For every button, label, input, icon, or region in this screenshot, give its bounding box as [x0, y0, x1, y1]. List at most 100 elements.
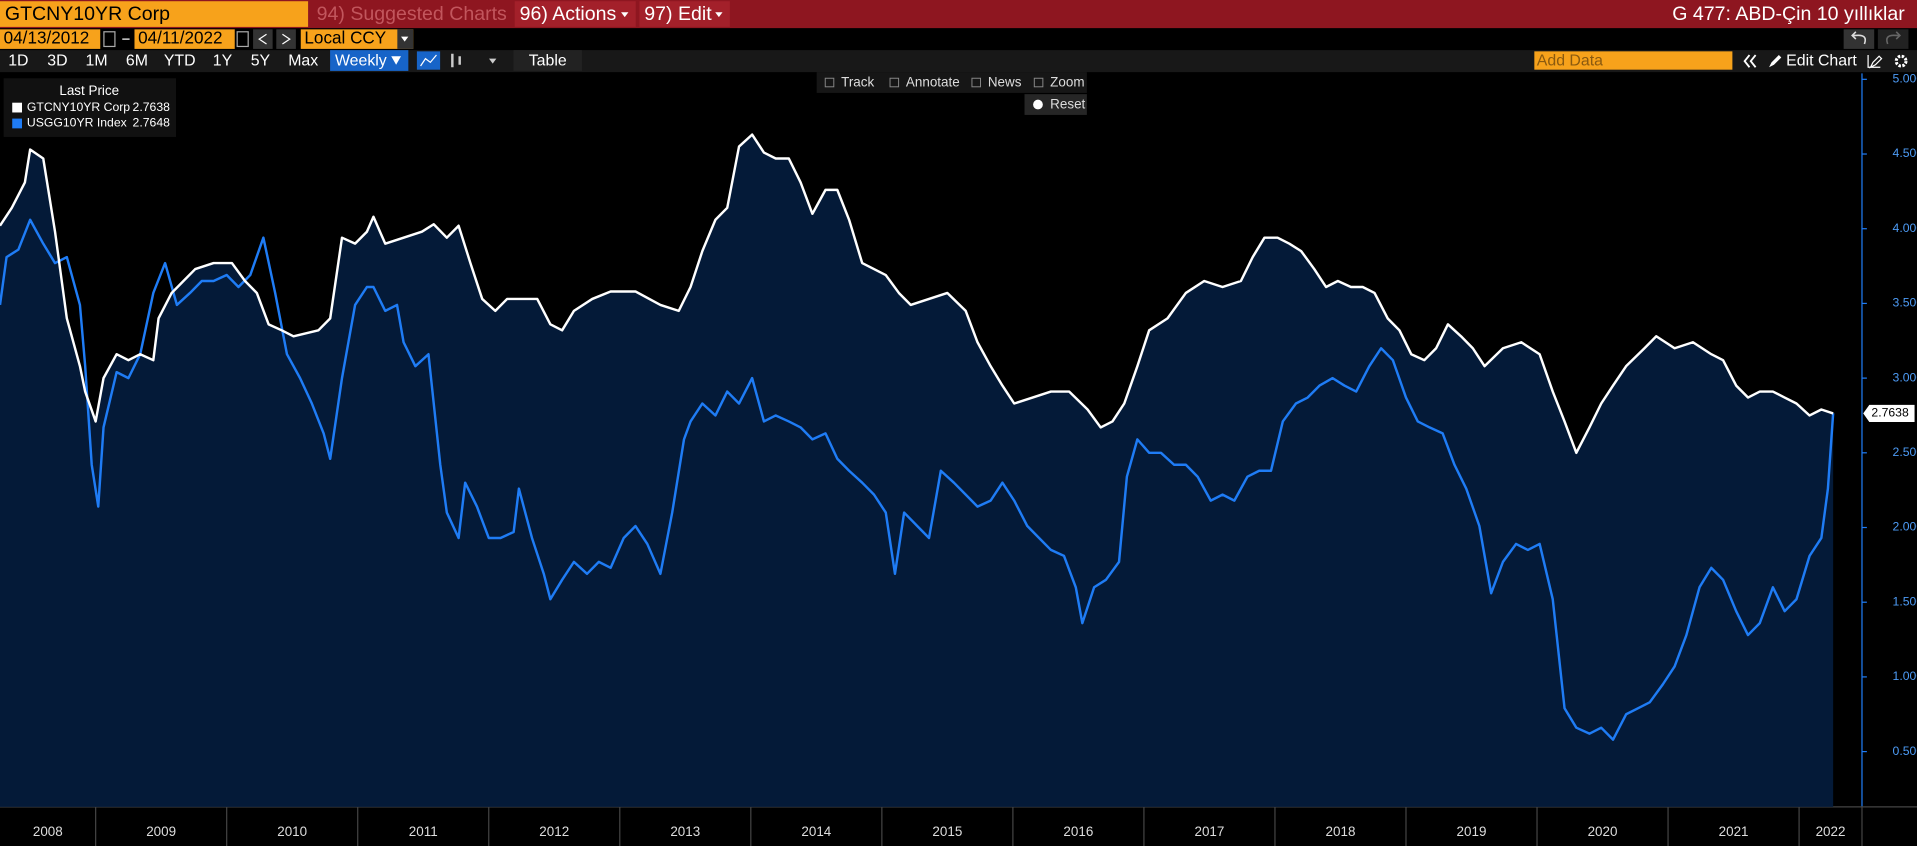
x-tick-label: 2017 — [1194, 824, 1224, 839]
period-button[interactable]: YTD — [164, 52, 196, 69]
dropdown-arrow — [401, 36, 409, 42]
legend-value: 2.7638 — [133, 100, 171, 114]
end-date[interactable]: 04/11/2022 — [138, 29, 222, 48]
line-icon — [420, 54, 437, 67]
tool-icon — [971, 77, 981, 88]
y-tick-label: 1.0000 — [1893, 669, 1917, 683]
dropdown-arrow — [391, 56, 402, 65]
period-button[interactable]: 1M — [86, 52, 108, 69]
prev-button[interactable] — [253, 29, 273, 49]
y-tick-label: 0.5000 — [1893, 744, 1917, 758]
edit-icon[interactable] — [1867, 55, 1883, 69]
x-tick-label: 2016 — [1063, 824, 1093, 839]
actions[interactable]: 96) Actions — [520, 3, 617, 25]
tool-button[interactable]: Annotate — [906, 75, 960, 90]
series-area — [0, 134, 1834, 807]
x-tick-label: 2019 — [1457, 824, 1487, 839]
tool-button[interactable]: Track — [841, 75, 874, 90]
period-button[interactable]: Max — [288, 52, 318, 69]
tool-icon — [1033, 77, 1044, 88]
last-price-marker — [1863, 404, 1915, 422]
undo-button[interactable] — [1843, 29, 1875, 49]
period-button[interactable]: 5Y — [251, 52, 271, 69]
start-date[interactable]: 04/13/2012 — [4, 29, 90, 48]
period-buttons: 1D 3D 1M 6M YTD 1Y 5Y Max — [8, 52, 318, 69]
dropdown-arrow — [715, 12, 723, 18]
x-tick-label: 2015 — [932, 824, 962, 839]
period-button[interactable]: 3D — [47, 52, 67, 69]
y-tick-label: 1.5000 — [1893, 594, 1917, 608]
y-tick-label: 3.5000 — [1893, 296, 1917, 310]
add-data[interactable]: Add Data — [1537, 52, 1603, 69]
top-bar — [0, 0, 1917, 29]
frequency-box[interactable] — [330, 50, 409, 71]
period-button[interactable]: 1Y — [213, 52, 233, 69]
suggested-charts[interactable]: 94) Suggested Charts — [317, 3, 507, 25]
prev-icon — [258, 33, 267, 45]
ticker[interactable]: GTCNY10YR Corp — [5, 3, 170, 25]
chart-tools — [816, 72, 1087, 93]
edit[interactable]: 97) Edit — [644, 3, 712, 25]
end-date-box[interactable] — [134, 29, 235, 49]
period-button[interactable]: 1D — [8, 52, 28, 69]
collapse-icon[interactable] — [1743, 54, 1757, 68]
series-line — [0, 218, 1835, 741]
settings-icon[interactable] — [1894, 54, 1908, 68]
x-tick-label: 2012 — [539, 824, 569, 839]
y-tick-label: 3.0000 — [1893, 370, 1917, 384]
chart-tool-buttons: Track Annotate News Zoom — [824, 75, 1085, 90]
reset-button[interactable] — [1024, 94, 1087, 115]
x-tick-label: 2008 — [33, 824, 63, 839]
plot-area: 0.5000 1.0000 1.5000 2.0000 2.5000 3.0000 3.50… — [0, 72, 1917, 846]
legend-swatch — [12, 118, 23, 129]
legend: GTCNY10YR Corp 2.7638 USGG10YR Index 2.7648 — [12, 100, 170, 130]
window-title: G 477: ABD-Çin 10 yıllıklar — [1672, 3, 1905, 25]
tool-button[interactable]: News — [988, 75, 1022, 90]
x-tick-label: 2021 — [1719, 824, 1749, 839]
bar-icon[interactable] — [451, 53, 461, 68]
undo-icon — [1851, 31, 1867, 45]
y-tick-label: 2.0000 — [1893, 520, 1917, 534]
tool-icon — [824, 77, 835, 88]
tool-icon — [889, 77, 900, 88]
redo-button[interactable] — [1877, 29, 1909, 49]
currency-box[interactable] — [300, 29, 414, 49]
dropdown-arrow[interactable] — [489, 58, 497, 64]
tool-button[interactable]: Zoom — [1050, 75, 1084, 90]
x-tick-label: 2014 — [801, 824, 831, 839]
calendar-icon[interactable] — [236, 31, 249, 48]
table[interactable]: Table — [529, 52, 567, 69]
legend-label: GTCNY10YR Corp — [27, 100, 130, 114]
legend-label: USGG10YR Index — [27, 116, 127, 130]
pencil-icon — [1769, 55, 1782, 68]
x-tick-label: 2011 — [409, 824, 438, 839]
y-tick-label: 4.5000 — [1893, 146, 1917, 160]
legend-value: 2.7648 — [133, 116, 171, 130]
legend-box — [3, 78, 177, 137]
x-tick-label: 2018 — [1326, 824, 1356, 839]
toolbar — [0, 50, 1917, 73]
legend-swatch — [12, 102, 23, 113]
redo-icon — [1886, 31, 1902, 45]
edit-button[interactable] — [639, 1, 730, 27]
currency[interactable]: Local CCY — [304, 29, 386, 48]
next-button[interactable] — [276, 29, 296, 49]
add-data-box[interactable] — [1534, 51, 1733, 70]
start-date-box[interactable] — [0, 29, 101, 49]
period-button[interactable]: 6M — [126, 52, 148, 69]
edit-chart[interactable]: Edit Chart — [1786, 52, 1857, 69]
x-tick-label: 2020 — [1588, 824, 1618, 839]
ticker-box[interactable] — [0, 1, 309, 27]
reset-icon — [1033, 99, 1043, 110]
calendar-icon[interactable] — [103, 31, 116, 48]
table-button[interactable] — [513, 50, 582, 71]
reset[interactable]: Reset — [1050, 97, 1085, 112]
x-tick-label: 2013 — [670, 824, 700, 839]
y-tick-label: 2.5000 — [1893, 445, 1917, 459]
y-tick-label: 5.0000 — [1893, 72, 1917, 86]
actions-button[interactable] — [514, 1, 636, 27]
frequency[interactable]: Weekly — [335, 52, 387, 69]
series-line — [0, 133, 1834, 455]
